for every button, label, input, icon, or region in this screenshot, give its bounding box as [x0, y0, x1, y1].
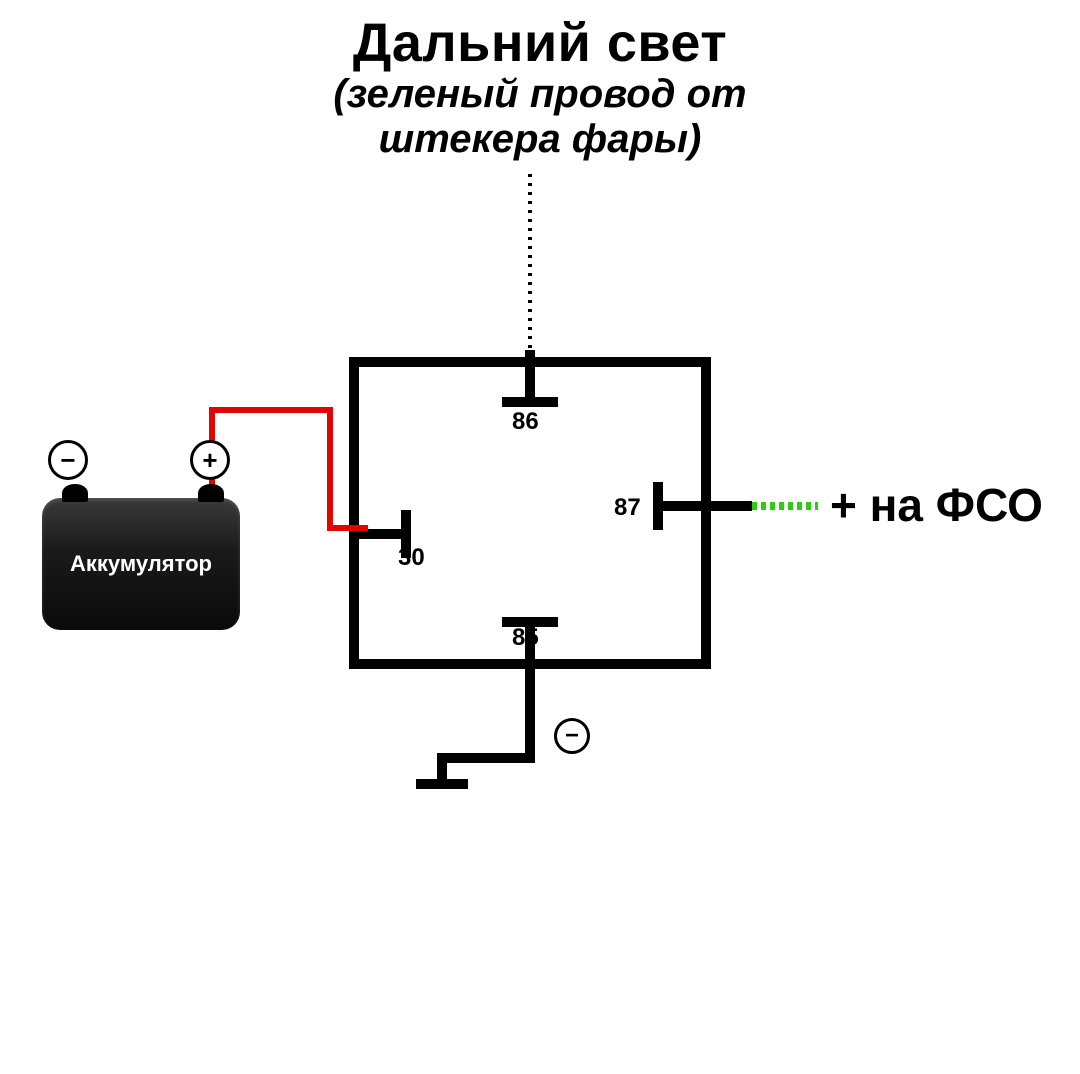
diagram-stage: Дальний свет (зеленый провод от штекера … [0, 0, 1080, 1074]
polarity-neg-icon: − [48, 440, 88, 480]
battery: Аккумулятор [42, 498, 240, 630]
ground-minus-icon: − [554, 718, 590, 754]
wire-ground [442, 712, 530, 784]
battery-terminal-pos [198, 484, 224, 502]
battery-terminal-neg [62, 484, 88, 502]
polarity-pos-symbol: + [202, 447, 217, 473]
ground-minus-symbol: − [565, 724, 579, 748]
pin-86-label: 86 [512, 408, 539, 436]
pin-87-label: 87 [614, 494, 641, 522]
battery-label: Аккумулятор [70, 551, 212, 577]
pin-85-label: 85 [512, 624, 539, 652]
polarity-pos-icon: + [190, 440, 230, 480]
output-label: + на ФСО [830, 478, 1043, 532]
polarity-neg-symbol: − [60, 447, 75, 473]
pin-30-label: 30 [398, 544, 425, 572]
